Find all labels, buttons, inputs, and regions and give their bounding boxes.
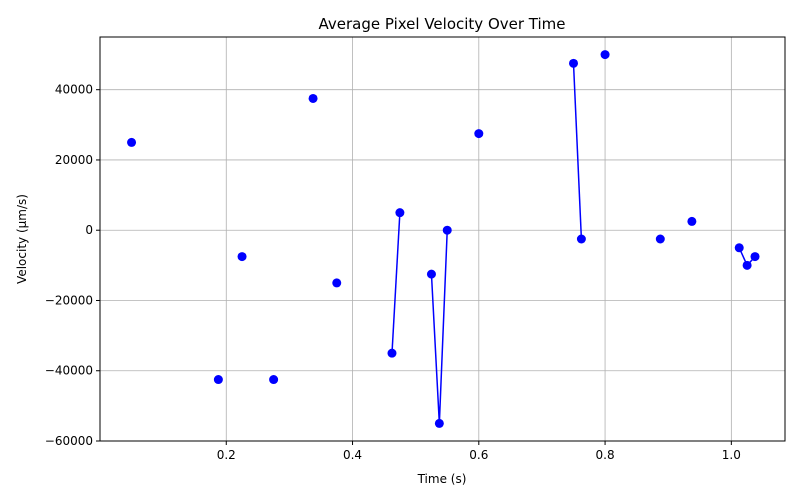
data-point [387,348,397,358]
y-axis-label: Velocity (µm/s) [15,194,29,284]
y-tick-label: 0 [85,223,93,237]
data-point [434,418,444,428]
data-point [655,234,665,244]
data-point [237,252,247,262]
y-tick-label: 20000 [55,153,93,167]
x-axis-label: Time (s) [417,472,467,486]
x-tick-label: 0.6 [469,448,488,462]
data-point [269,375,279,385]
x-tick-label: 0.8 [596,448,615,462]
y-tick-label: −60000 [45,434,93,448]
x-tick-label: 0.4 [343,448,362,462]
data-point [576,234,586,244]
data-point [127,137,137,147]
data-point [308,93,318,103]
data-point [474,129,484,139]
data-point [750,252,760,262]
data-point [332,278,342,288]
data-point [742,260,752,270]
grid-lines [100,37,785,442]
y-tick-label: −40000 [45,364,93,378]
x-axis-ticks: 0.2 0.4 0.6 0.8 1.0 [217,441,741,462]
y-tick-label: −20000 [45,293,93,307]
series-points [127,50,760,428]
y-axis-ticks: −60000 −40000 −20000 0 20000 40000 [45,83,100,448]
data-point [426,269,436,279]
series-line-segment [391,212,401,354]
series-line-segment [572,63,583,240]
x-tick-label: 1.0 [722,448,741,462]
plot-frame [99,36,786,442]
data-point [687,216,697,226]
data-point [395,208,405,218]
data-point [600,50,610,60]
x-tick-label: 0.2 [217,448,236,462]
data-point [442,225,452,235]
series-line-segment [430,230,448,424]
y-tick-label: 40000 [55,83,93,97]
data-point [569,58,579,68]
series-lines [391,63,756,424]
data-point [213,375,223,385]
chart-title: Average Pixel Velocity Over Time [319,15,566,33]
data-point [734,243,744,253]
